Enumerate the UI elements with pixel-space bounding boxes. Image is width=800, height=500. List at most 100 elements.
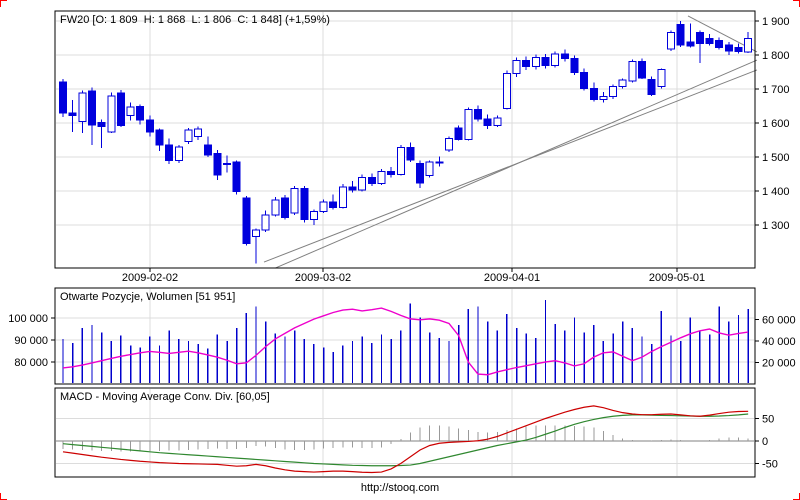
volume-panel-background — [55, 288, 755, 384]
candle-down — [300, 187, 309, 221]
candle-up — [271, 199, 280, 216]
candle-up — [425, 161, 434, 177]
price-panel-border — [54, 10, 756, 269]
candle-down — [589, 88, 598, 101]
candle-down — [560, 53, 569, 60]
candle-down — [686, 41, 695, 47]
candle-down — [473, 109, 482, 120]
macd-axis-label: 50 — [762, 414, 774, 426]
candle-down — [213, 152, 222, 176]
signal-line — [62, 413, 749, 467]
candle-up — [194, 128, 203, 137]
candle-up — [107, 95, 116, 133]
candle-up — [309, 210, 318, 221]
candle-up — [290, 187, 299, 214]
open-interest-line — [62, 307, 749, 376]
candle-up — [531, 56, 540, 68]
candle-down — [87, 90, 96, 126]
candle-down — [638, 60, 646, 79]
candles-layer — [59, 21, 753, 264]
price-axis-label: 1 700 — [762, 84, 790, 96]
candle-down — [145, 119, 154, 133]
volume-panel: 100 000 90 000 80 000 60 000 40 000 20 000 — [8, 287, 796, 385]
candle-down — [97, 122, 106, 128]
corner-mark — [0, 0, 7, 7]
volume-bars — [62, 300, 749, 383]
candle-up — [261, 214, 270, 231]
date-axis-label: 2009-03-02 — [295, 272, 351, 284]
candle-down — [155, 129, 164, 146]
corner-mark — [793, 0, 800, 7]
candle-down — [116, 92, 125, 127]
candle-down — [483, 118, 492, 127]
price-axis-label: 1 500 — [762, 152, 790, 164]
price-axis-right: 1 900 1 800 1 700 1 600 1 500 1 400 1 300 — [755, 16, 790, 232]
volume-axis-label: 20 000 — [762, 358, 796, 370]
candle-up — [493, 117, 502, 127]
candle-down — [541, 56, 550, 67]
candle-up — [396, 146, 405, 176]
candle-down — [165, 144, 174, 161]
price-panel-title: FW20 [O: 1 809 H: 1 868 L: 1 806 C: 1 84… — [60, 14, 330, 26]
candle-up — [252, 229, 260, 238]
candle-down — [59, 81, 67, 114]
candle-down — [329, 201, 338, 208]
candle-up — [618, 79, 627, 87]
candle-up — [666, 32, 675, 50]
oi-axis-label: 100 000 — [8, 313, 48, 325]
volume-panel-border — [54, 287, 756, 385]
candle-up — [174, 146, 183, 161]
macd-histogram — [62, 425, 749, 452]
candle-up — [657, 69, 666, 88]
candle-up — [377, 170, 386, 185]
oi-axis-label: 90 000 — [14, 335, 48, 347]
volume-axis-label: 40 000 — [762, 336, 796, 348]
volume-axis-right: 60 000 40 000 20 000 — [755, 315, 796, 370]
volume-gridlines — [56, 289, 754, 383]
candle-down — [416, 162, 425, 184]
corner-mark — [793, 493, 800, 500]
candle-down — [695, 32, 704, 44]
candle-down — [406, 146, 415, 161]
candle-down — [570, 58, 579, 73]
macd-panel-title: MACD - Moving Average Conv. Div. [60,05] — [60, 391, 270, 403]
candle-down — [348, 186, 357, 191]
price-axis-label: 1 300 — [762, 220, 790, 232]
candle-up — [512, 59, 521, 74]
candle-down — [280, 197, 289, 219]
macd-panel-border — [54, 387, 756, 478]
candle-up — [502, 72, 511, 109]
candle-down — [724, 44, 733, 52]
macd-panel-background — [55, 388, 755, 477]
candle-up — [609, 85, 618, 97]
candle-up — [551, 53, 560, 67]
candle-down — [387, 170, 396, 176]
oi-axis-left: 100 000 90 000 80 000 — [8, 313, 55, 369]
macd-line — [62, 405, 749, 474]
candle-up — [744, 38, 753, 53]
candle-down — [203, 144, 212, 156]
candle-down — [367, 176, 376, 185]
candle-down — [522, 59, 531, 68]
candle-up — [319, 201, 328, 212]
oi-axis-label: 80 000 — [14, 357, 48, 369]
macd-axis-label: -50 — [762, 459, 778, 471]
candle-down — [232, 161, 241, 193]
candle-down — [242, 197, 251, 244]
price-panel: 1 900 1 800 1 700 1 600 1 500 1 400 1 300 2009-… — [54, 10, 790, 284]
volume-panel-title: Otwarte Pozycje, Wolumen [51 951] — [60, 291, 235, 303]
candle-down — [435, 161, 444, 164]
candle-up — [126, 106, 135, 117]
candle-down — [223, 162, 232, 165]
candle-up — [445, 137, 453, 151]
volume-axis-label: 60 000 — [762, 315, 796, 327]
corner-mark — [0, 493, 7, 500]
candle-up — [338, 186, 347, 208]
candle-down — [136, 105, 145, 121]
candle-up — [358, 176, 367, 191]
macd-axis-right: 50 0 -50 — [755, 414, 778, 471]
candle-up — [628, 60, 637, 82]
